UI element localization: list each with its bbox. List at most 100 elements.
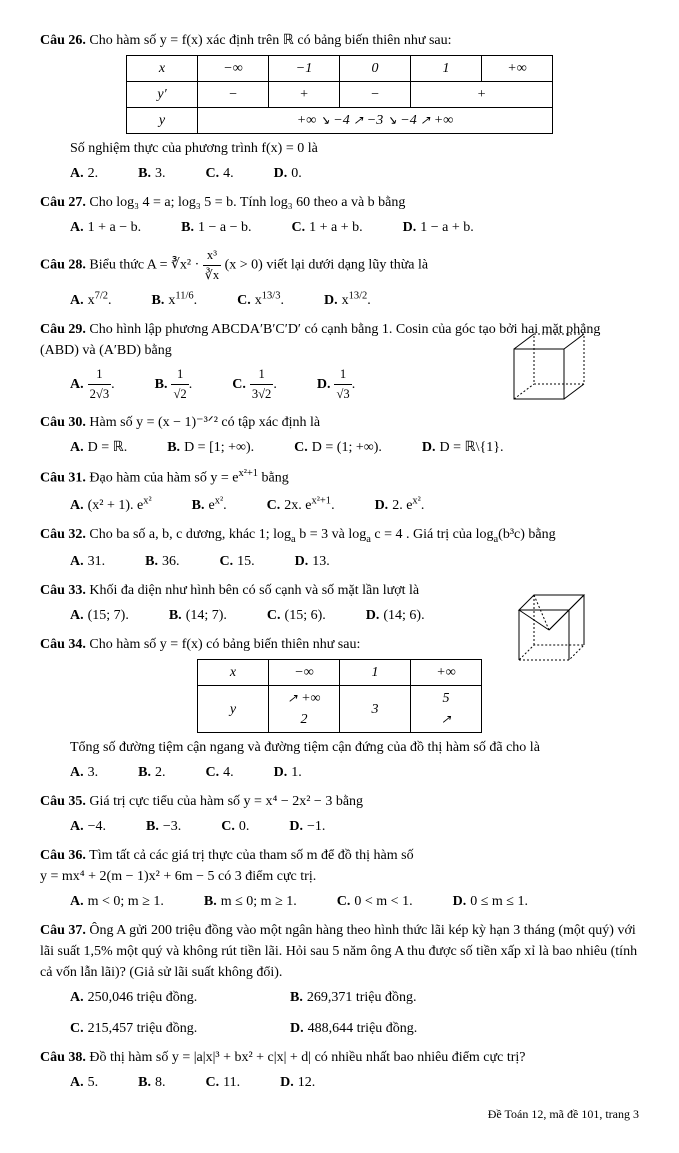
q34-opt-c: C.4. [205,762,233,783]
q26-opt-d: D.0. [274,163,302,184]
arrow-down-icon: ↘ [387,113,397,127]
q36-opt-a: A.m < 0; m ≥ 1. [70,891,164,912]
q28-opt-a: A.x7/2. [70,289,112,312]
q34-table: x −∞ 1 +∞ y ↗ +∞ 2 3 5 ↗ [197,659,482,733]
q27-opt-c: C.1 + a + b. [292,217,363,238]
question-35: Câu 35. Giá trị cực tiểu của hàm số y = … [40,791,639,837]
q30-opt-c: C.D = (1; +∞). [294,437,382,458]
q32-opt-b: B.36. [145,551,179,572]
q35-options: A.−4. B.−3. C.0. D.−1. [70,816,639,837]
q36-opt-c: C.0 < m < 1. [337,891,413,912]
q37-label: Câu 37. [40,923,86,938]
q28-options: A.x7/2. B.x11/6. C.x13/3. D.x13/2. [70,289,639,312]
q26-label: Câu 26. [40,33,86,48]
q37-opt-d: D.488,644 triệu đồng. [290,1018,470,1039]
q31-opt-a: A.(x² + 1). ex² [70,493,152,516]
q29-label: Câu 29. [40,322,86,337]
q32-label: Câu 32. [40,527,86,542]
arrow-up-icon: ↗ [441,712,451,726]
arrow-down-icon: ↘ [320,113,330,127]
q31-options: A.(x² + 1). ex² B.ex². C.2x. ex²+1. D.2.… [70,493,639,516]
q27-options: A.1 + a − b. B.1 − a − b. C.1 + a + b. D… [70,217,639,238]
q27-opt-b: B.1 − a − b. [181,217,251,238]
q31-exp: x²+1 [238,468,258,479]
question-33: Câu 33. Khối đa diện như hình bên có số … [40,580,639,626]
q30-options: A.D = ℝ. B.D = [1; +∞). C.D = (1; +∞). D… [70,437,639,458]
q38-opt-a: A.5. [70,1072,98,1093]
question-31: Câu 31. Đạo hàm của hàm số y = ex²+1 bằn… [40,466,639,515]
q36-opt-b: B.m ≤ 0; m ≥ 1. [204,891,297,912]
q35-opt-c: C.0. [221,816,249,837]
question-37: Câu 37. Ông A gửi 200 triệu đồng vào một… [40,920,639,1039]
q30-label: Câu 30. [40,415,86,430]
q27-text: Cho log₃ 4 = a; log₃ 5 = b. Tính log₃ 60… [89,195,405,210]
q26-opt-c: C.4. [205,163,233,184]
q37-opt-a: A.250,046 triệu đồng. [70,987,250,1008]
q35-label: Câu 35. [40,794,86,809]
q37-opt-c: C.215,457 triệu đồng. [70,1018,250,1039]
q26-opt-a: A.2. [70,163,98,184]
q34-opt-d: D.1. [274,762,302,783]
q28-text-pre: Biểu thức A = [89,258,171,273]
q33-text: Khối đa diện như hình bên có số cạnh và … [89,583,419,598]
q29-opt-c: C.13√2. [232,365,277,404]
arrow-up-icon: ↗ [420,113,430,127]
q35-opt-d: D.−1. [289,816,325,837]
q33-opt-d: D.(14; 6). [366,605,425,626]
q36-opt-d: D.0 ≤ m ≤ 1. [453,891,528,912]
page-footer: Đề Toán 12, mã đề 101, trang 3 [40,1105,639,1123]
q32-text: Cho ba số a, b, c dương, khác 1; loga b … [89,527,555,542]
question-32: Câu 32. Cho ba số a, b, c dương, khác 1;… [40,524,639,573]
q34-sub: Tổng số đường tiệm cận ngang và đường ti… [70,737,639,758]
q27-opt-d: D.1 − a + b. [403,217,474,238]
q33-label: Câu 33. [40,583,86,598]
q29-opt-d: D.1√3. [317,365,355,404]
q31-opt-b: B.ex². [192,493,227,516]
question-29: Câu 29. Cho hình lập phương ABCDA′B′C′D′… [40,319,639,404]
q27-opt-a: A.1 + a − b. [70,217,141,238]
q33-opt-a: A.(15; 7). [70,605,129,626]
q36-label: Câu 36. [40,848,86,863]
q30-text: Hàm số y = (x − 1)⁻³ᐟ² có tập xác định l… [89,415,320,430]
q26-text: Cho hàm số y = f(x) xác định trên ℝ có b… [89,33,451,48]
q29-opt-b: B.1√2. [155,365,193,404]
q38-options: A.5. B.8. C.11. D.12. [70,1072,639,1093]
q30-opt-b: B.D = [1; +∞). [167,437,254,458]
q36-text: Tìm tất cả các giá trị thực của tham số … [89,848,413,863]
q35-opt-a: A.−4. [70,816,106,837]
q33-opt-b: B.(14; 7). [169,605,227,626]
q32-opt-c: C.15. [219,551,254,572]
q38-opt-b: B.8. [138,1072,165,1093]
q29-options: A.12√3. B.1√2. C.13√2. D.1√3. [70,365,520,404]
q34-label: Câu 34. [40,637,86,652]
q35-opt-b: B.−3. [146,816,181,837]
q35-text: Giá trị cực tiểu của hàm số y = x⁴ − 2x²… [89,794,363,809]
q34-opt-b: B.2. [138,762,165,783]
arrow-up-icon: ↗ [288,691,298,705]
question-27: Câu 27. Cho log₃ 4 = a; log₃ 5 = b. Tính… [40,192,639,238]
q26-options: A.2. B.3. C.4. D.0. [70,163,639,184]
q28-opt-c: C.x13/3. [237,289,284,312]
q28-opt-d: D.x13/2. [324,289,371,312]
q31-opt-d: D.2. ex². [375,493,425,516]
q31-text-pre: Đạo hàm của hàm số y = e [89,471,238,486]
q38-label: Câu 38. [40,1050,86,1065]
arrow-up-icon: ↗ [353,113,363,127]
cube-diagram-icon [499,319,599,419]
q38-opt-d: D.12. [280,1072,315,1093]
question-36: Câu 36. Tìm tất cả các giá trị thực của … [40,845,639,912]
q28-text-suf: (x > 0) viết lại dưới dạng lũy thừa là [225,258,429,273]
q33-options: A.(15; 7). B.(14; 7). C.(15; 6). D.(14; … [70,605,430,626]
q37-options: A.250,046 triệu đồng. B.269,371 triệu đồ… [70,987,639,1039]
q33-opt-c: C.(15; 6). [267,605,326,626]
q28-label: Câu 28. [40,258,86,273]
q30-opt-a: A.D = ℝ. [70,437,127,458]
q30-opt-d: D.D = ℝ\{1}. [422,437,504,458]
q29-opt-a: A.12√3. [70,365,115,404]
q28-frac: x³ ∛x [203,246,221,285]
q26-opt-b: B.3. [138,163,165,184]
question-26: Câu 26. Cho hàm số y = f(x) xác định trê… [40,30,639,184]
q32-options: A.31. B.36. C.15. D.13. [70,551,639,572]
q38-text: Đồ thị hàm số y = |a|x|³ + bx² + c|x| + … [89,1050,525,1065]
question-38: Câu 38. Đồ thị hàm số y = |a|x|³ + bx² +… [40,1047,639,1093]
